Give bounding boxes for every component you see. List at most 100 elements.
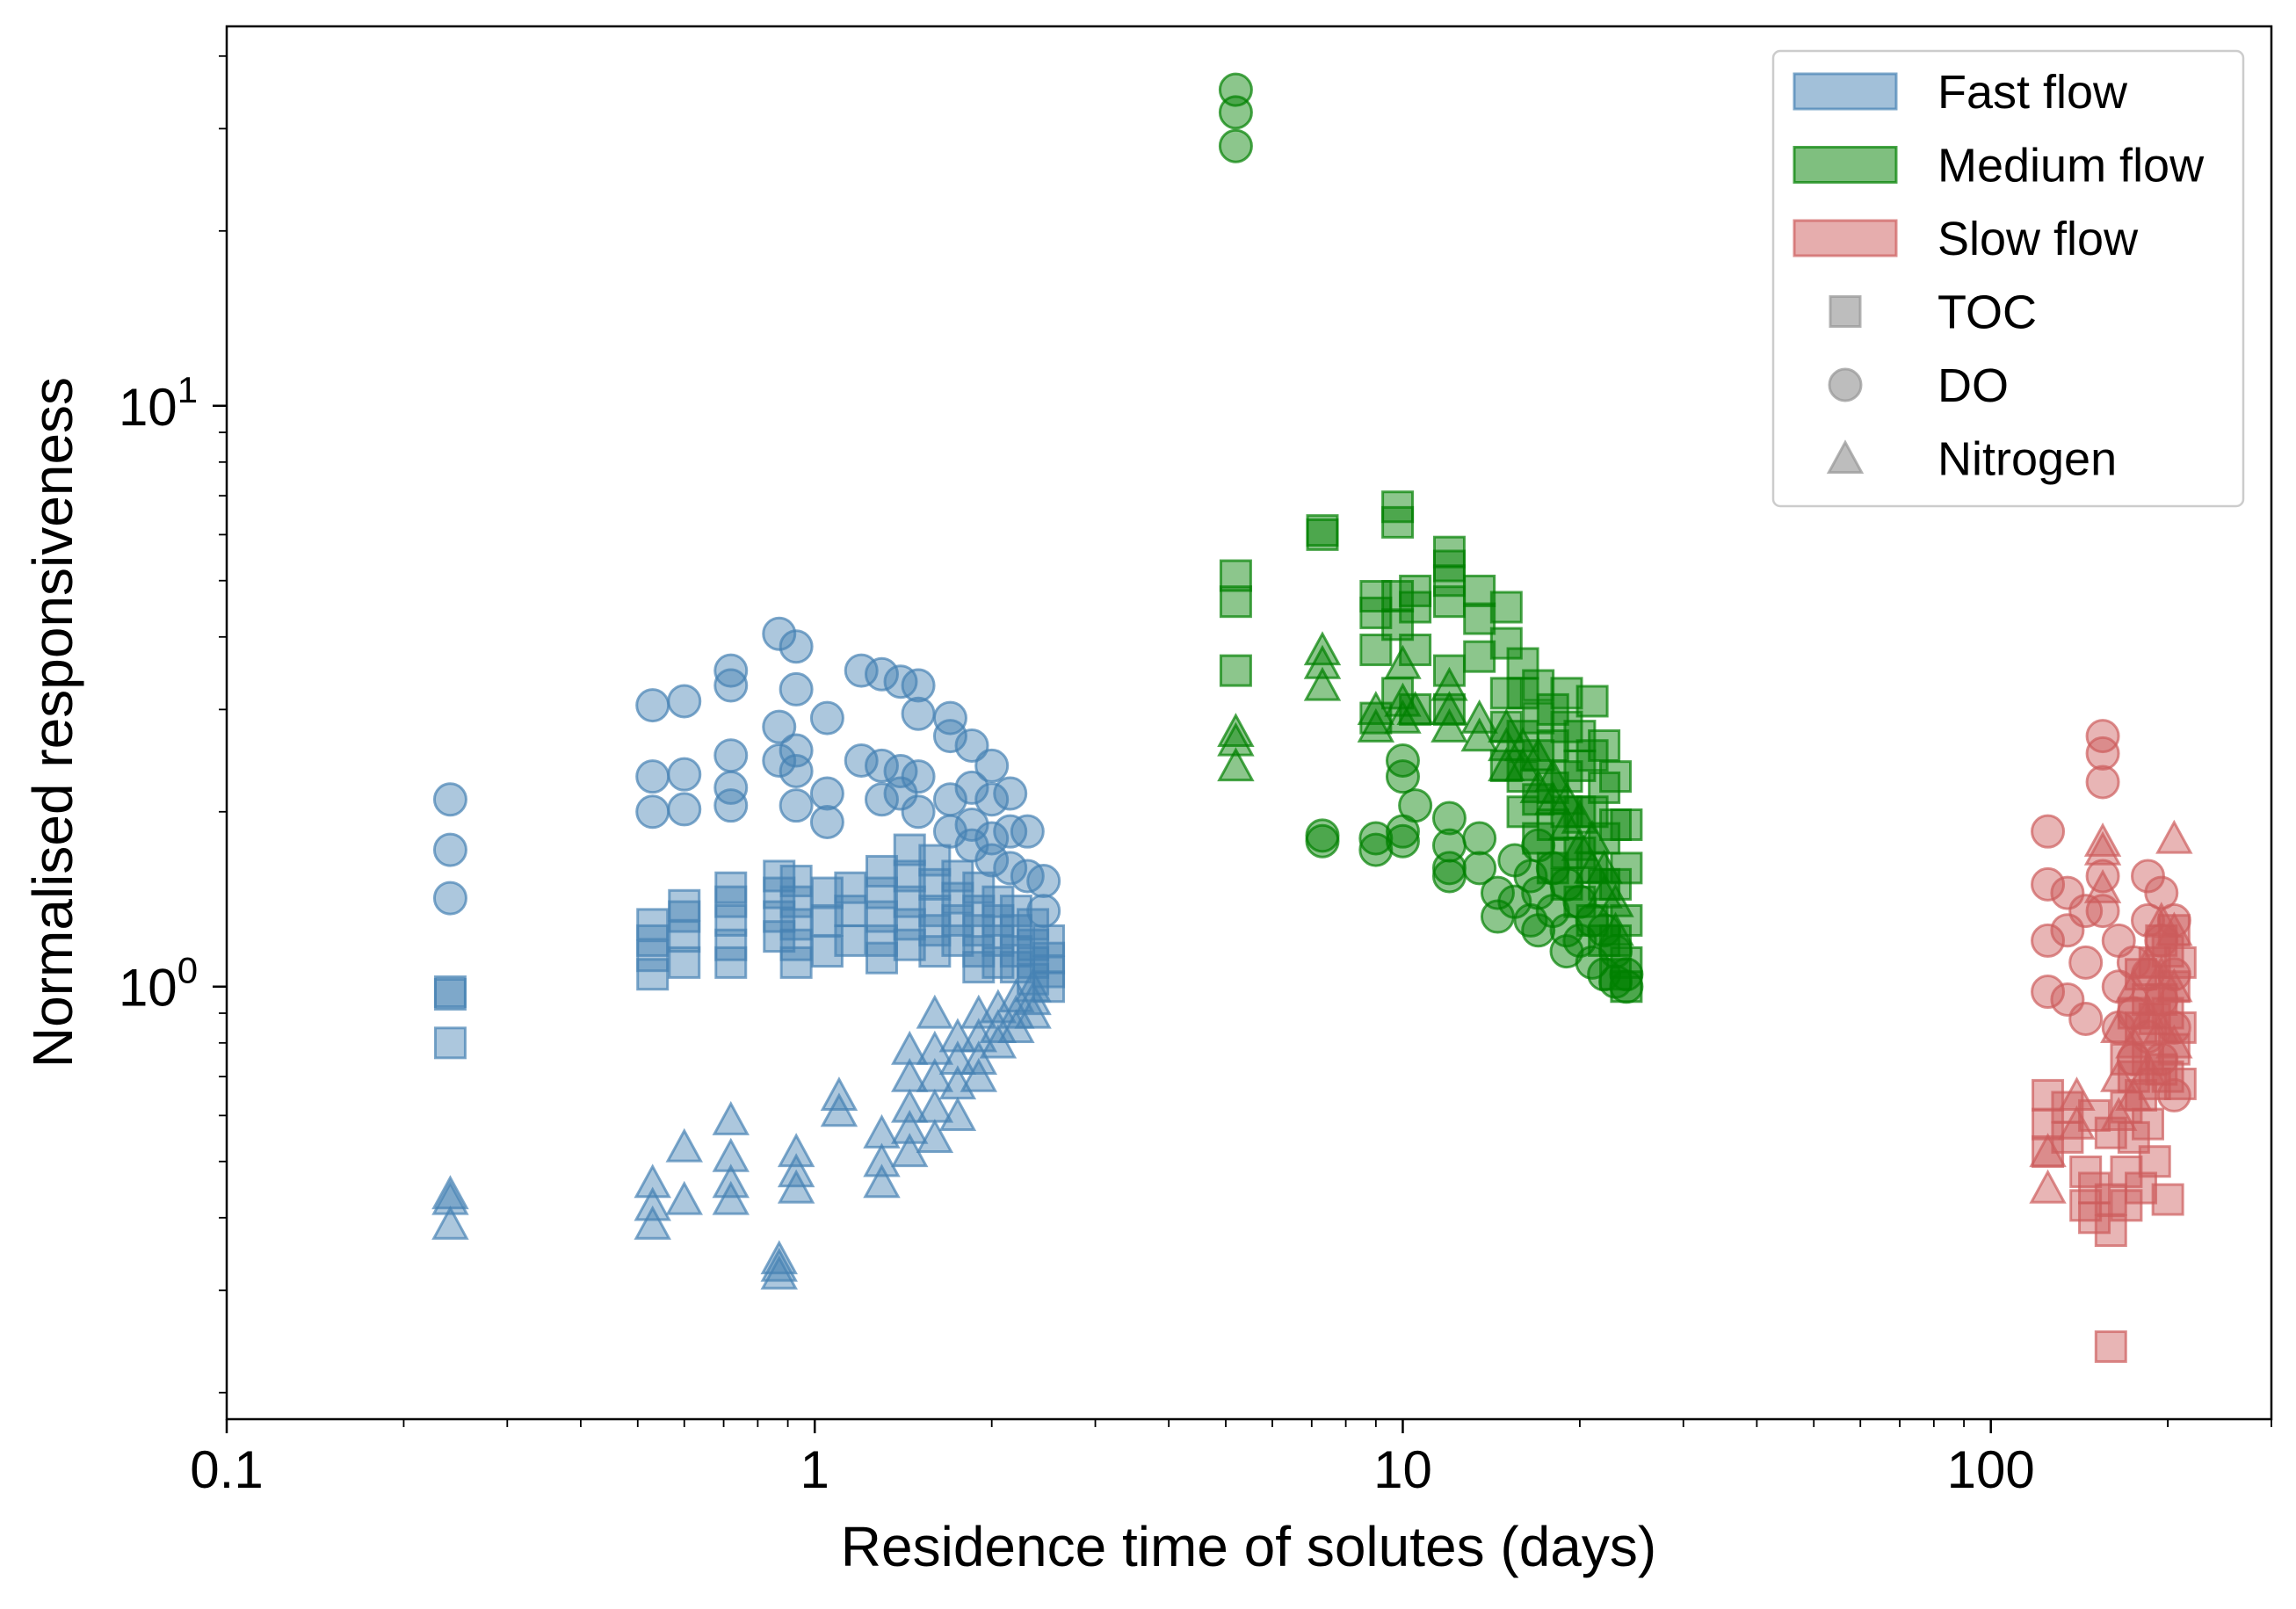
data-point (1218, 95, 1253, 130)
data-point (1217, 747, 1255, 782)
data-point (1562, 884, 1597, 919)
data-point (2083, 868, 2122, 903)
data-point (865, 924, 898, 957)
data-point (1303, 644, 1342, 679)
data-point (2085, 719, 2120, 754)
data-point (1217, 721, 1255, 757)
legend-swatch (1793, 146, 1898, 184)
data-point (1463, 602, 1496, 635)
data-point (779, 946, 813, 979)
data-point (981, 885, 1015, 918)
legend-entry: Nitrogen (1826, 433, 2117, 486)
data-point (993, 776, 1028, 811)
y-axis: 100 101 (119, 54, 227, 1394)
data-point (834, 871, 867, 904)
data-point (713, 788, 749, 823)
data-point (1575, 739, 1609, 772)
data-point (1306, 518, 1339, 551)
data-point (667, 684, 702, 719)
data-point (713, 738, 749, 773)
data-point (974, 782, 1010, 817)
data-point (665, 1127, 703, 1163)
data-point (901, 696, 936, 731)
data-point (1381, 505, 1415, 539)
data-point (2031, 975, 2066, 1010)
data-point (2094, 1330, 2127, 1363)
legend-swatch (1793, 72, 1898, 111)
data-point (1358, 821, 1394, 856)
data-point (433, 1026, 467, 1060)
data-point (2151, 1183, 2184, 1216)
data-point (2085, 765, 2120, 800)
data-point (1489, 677, 1523, 710)
legend-label: Medium flow (1937, 140, 2205, 192)
data-point (844, 743, 879, 779)
data-point (864, 748, 899, 783)
data-point (2031, 866, 2066, 902)
data-point (665, 1180, 703, 1215)
x-axis-label: Residence time of solutes (days) (841, 1515, 1656, 1578)
series-fast-toc (433, 833, 1066, 1060)
data-point (714, 928, 748, 961)
data-point (865, 941, 898, 975)
data-point (777, 1133, 815, 1168)
data-point (1588, 771, 1621, 804)
data-point (1014, 994, 1052, 1029)
data-point (432, 832, 467, 867)
legend-entry: Fast flow (1793, 66, 2128, 119)
data-point (810, 935, 844, 968)
data-point (1462, 851, 1497, 886)
series-slow-nitrogen (2029, 819, 2193, 1204)
data-point (834, 924, 867, 957)
data-point (962, 914, 996, 947)
data-point (954, 728, 989, 763)
data-point (779, 753, 814, 788)
data-point (820, 1092, 858, 1127)
series-fast-do (432, 616, 1061, 929)
data-point (941, 881, 974, 915)
data-point (2155, 1024, 2193, 1059)
data-point (1219, 654, 1252, 687)
data-point (2110, 1155, 2143, 1188)
data-point (2115, 1024, 2153, 1059)
data-point (714, 885, 748, 918)
data-point (2078, 1201, 2111, 1235)
data-point (1610, 852, 1643, 885)
x-tick-label: 0.1 (190, 1440, 263, 1499)
data-point (1460, 717, 1498, 752)
data-point (1432, 585, 1466, 619)
data-point (960, 1018, 998, 1053)
data-point (941, 859, 974, 893)
series-fast-nitrogen (431, 968, 1052, 1290)
data-point (1430, 666, 1468, 701)
data-point (1609, 969, 1644, 1004)
data-point (932, 719, 967, 754)
data-point (2129, 1050, 2167, 1085)
data-point (890, 1109, 929, 1144)
x-tick-label: 100 (1947, 1440, 2035, 1499)
data-point (2155, 911, 2193, 946)
data-point (634, 1186, 671, 1221)
data-point (1430, 707, 1468, 743)
legend-label: TOC (1937, 286, 2037, 339)
y-tick-label: 101 (119, 369, 198, 437)
legend-label: Fast flow (1937, 66, 2128, 119)
data-point (2031, 923, 2066, 958)
data-point (1597, 911, 1634, 946)
data-point (865, 854, 898, 888)
data-point (1358, 832, 1394, 867)
data-point (760, 1255, 798, 1290)
data-point (916, 1119, 954, 1154)
data-point (1431, 859, 1467, 894)
series-medium-do (1218, 72, 1644, 1004)
data-point (981, 903, 1015, 937)
data-point (1218, 128, 1253, 163)
data-point (779, 865, 813, 898)
data-point (864, 656, 899, 692)
legend-label: Nitrogen (1937, 433, 2117, 486)
series-medium-nitrogen (1217, 631, 1634, 946)
data-point (1399, 574, 1432, 607)
data-point (941, 924, 974, 957)
data-point (635, 759, 670, 794)
data-point (634, 1163, 671, 1199)
